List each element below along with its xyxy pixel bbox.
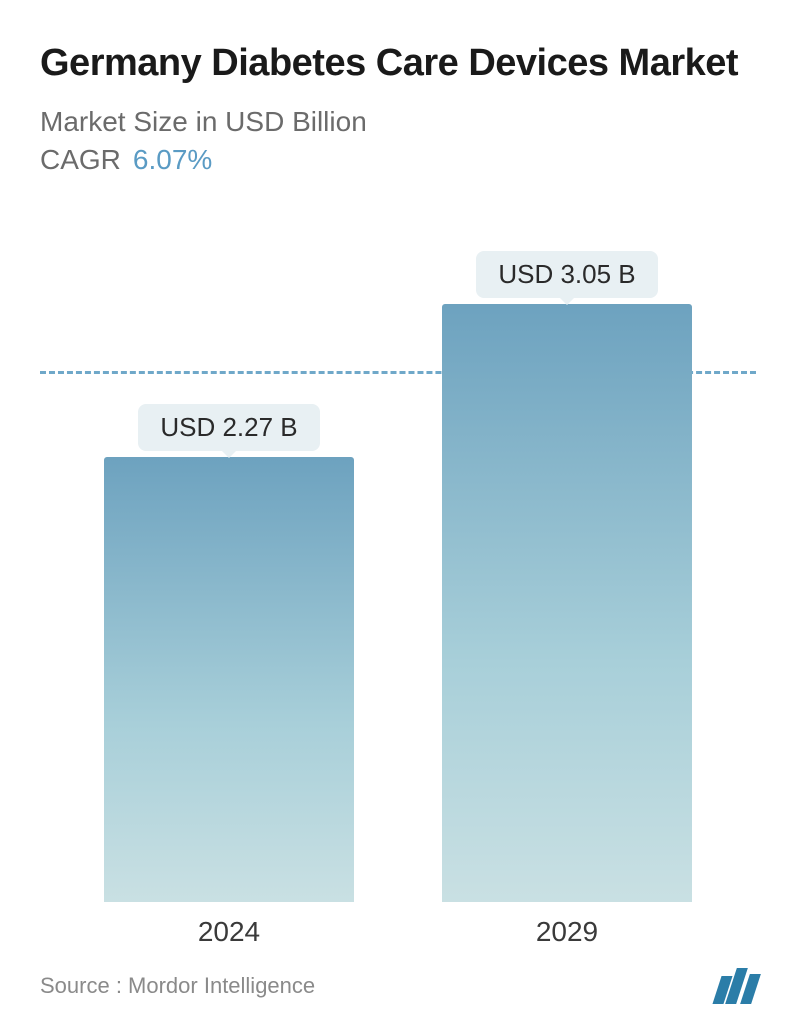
chart-container: Germany Diabetes Care Devices Market Mar… <box>0 0 796 1034</box>
chart-area: USD 2.27 B USD 3.05 B <box>40 216 756 903</box>
brand-logo <box>717 968 756 1004</box>
x-axis: 2024 2029 <box>40 902 756 948</box>
bar-group-2029: USD 3.05 B <box>442 251 692 902</box>
chart-subtitle: Market Size in USD Billion <box>40 106 367 137</box>
cagr-value: 6.07% <box>133 144 212 176</box>
footer: Source : Mordor Intelligence <box>40 948 756 1004</box>
cagr-row: CAGR 6.07% <box>40 144 756 176</box>
chart-title: Germany Diabetes Care Devices Market <box>40 40 756 88</box>
value-label-2029: USD 3.05 B <box>476 251 657 298</box>
bar-2024 <box>104 457 354 902</box>
bar-2029 <box>442 304 692 902</box>
cagr-label: CAGR <box>40 144 121 176</box>
value-label-2024: USD 2.27 B <box>138 404 319 451</box>
bar-group-2024: USD 2.27 B <box>104 404 354 902</box>
subtitle-row: Market Size in USD Billion <box>40 106 756 138</box>
source-text: Source : Mordor Intelligence <box>40 973 315 999</box>
x-label-2029: 2029 <box>442 916 692 948</box>
x-label-2024: 2024 <box>104 916 354 948</box>
